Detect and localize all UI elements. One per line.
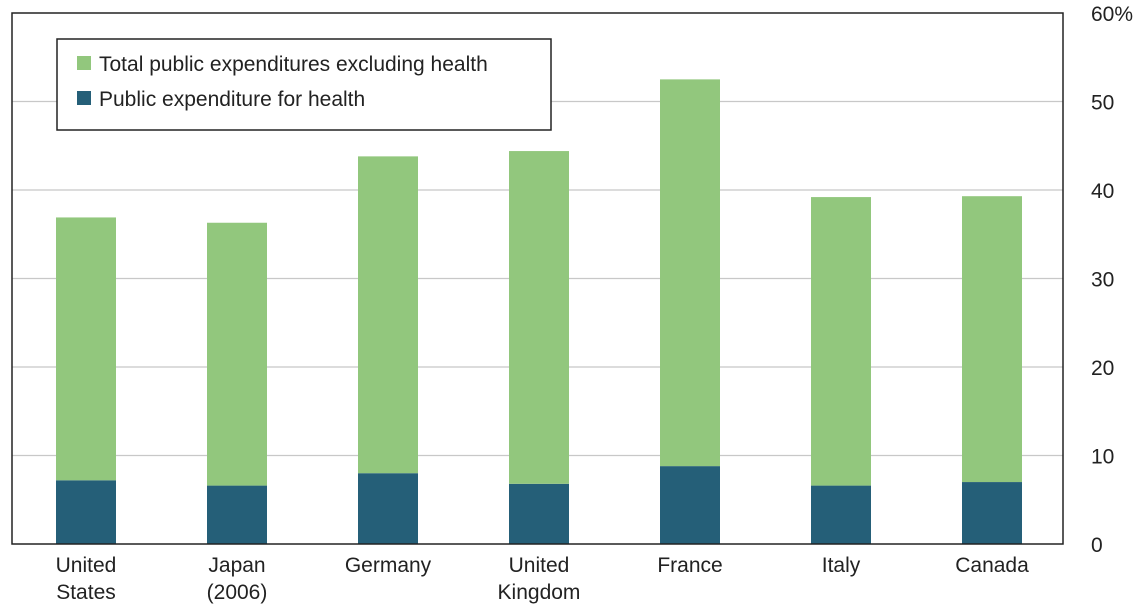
legend-swatch: [77, 91, 91, 105]
x-category-label: Germany: [345, 554, 432, 577]
x-category-label: Kingdom: [498, 581, 581, 604]
y-tick-label: 40: [1091, 180, 1114, 203]
y-tick-label: 20: [1091, 357, 1114, 380]
y-tick-label: 0: [1091, 534, 1103, 557]
bar-excluding-health: [660, 79, 720, 467]
x-category-label: States: [56, 581, 116, 604]
y-tick-label: 10: [1091, 446, 1114, 469]
bar-health: [207, 485, 267, 544]
x-category-label: (2006): [207, 581, 268, 604]
bar-excluding-health: [56, 217, 116, 481]
legend-box: [56, 38, 552, 131]
legend-swatch: [77, 56, 91, 70]
plot-frame: [11, 12, 1064, 545]
y-tick-label: 30: [1091, 269, 1114, 292]
legend-label: Total public expenditures excluding heal…: [99, 53, 488, 76]
bars: [56, 79, 1022, 544]
legend: Total public expenditures excluding heal…: [56, 38, 552, 131]
x-category-label: United: [56, 554, 117, 577]
bar-health: [811, 485, 871, 544]
x-category-label: Italy: [822, 554, 861, 577]
y-axis-ticks: 0 10 20 30 40 50 60%: [1091, 3, 1133, 557]
x-category-label: Canada: [955, 554, 1029, 577]
x-category-label: United: [509, 554, 570, 577]
y-tick-label: 50: [1091, 92, 1114, 115]
x-axis-labels: United States Japan (2006) Germany United King…: [56, 554, 1029, 604]
bar-excluding-health: [358, 156, 418, 474]
bar-excluding-health: [962, 196, 1022, 483]
bar-health: [962, 482, 1022, 544]
bar-health: [660, 466, 720, 544]
bar-health: [509, 483, 569, 544]
x-category-label: Japan: [208, 554, 265, 577]
bar-health: [358, 473, 418, 544]
bar-excluding-health: [509, 151, 569, 484]
legend-label: Public expenditure for health: [99, 88, 365, 111]
bar-excluding-health: [207, 222, 267, 486]
x-category-label: France: [657, 554, 722, 577]
bar-health: [56, 480, 116, 544]
bar-excluding-health: [811, 197, 871, 486]
y-tick-label: 60%: [1091, 3, 1133, 26]
